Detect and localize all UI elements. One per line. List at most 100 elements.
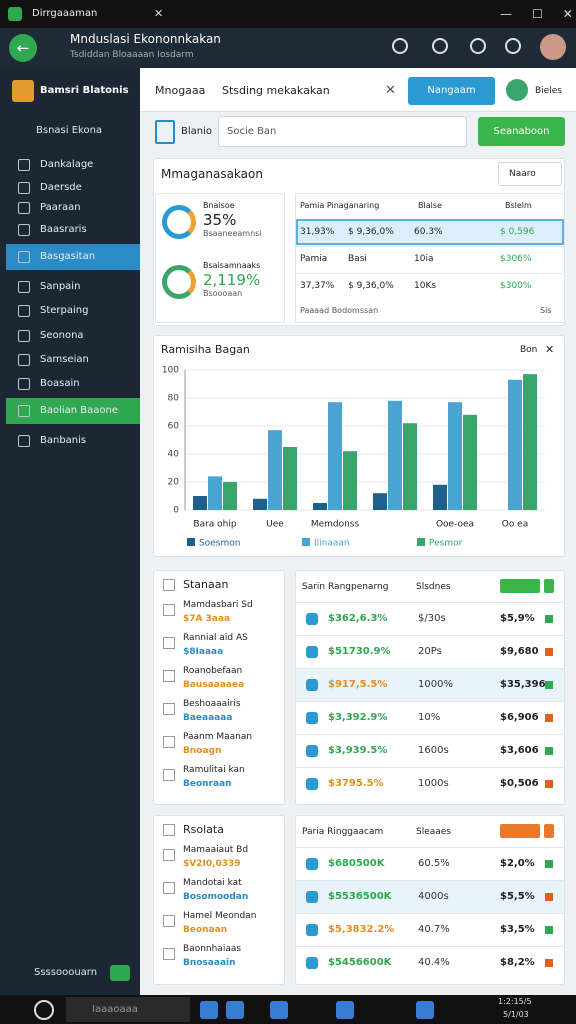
- legend-label: Pesmor: [429, 539, 463, 549]
- sidebar-item[interactable]: [6, 398, 140, 424]
- row-icon: [306, 890, 318, 903]
- search-button[interactable]: Seanaboon: [478, 117, 565, 146]
- sidebar-label: Banbanis: [40, 435, 87, 446]
- sidebar: [0, 68, 140, 995]
- table-row[interactable]: [296, 946, 564, 979]
- checkbox[interactable]: [163, 736, 175, 748]
- table-cell: Basi: [348, 254, 367, 264]
- taskbar-app[interactable]: [200, 1001, 218, 1019]
- sidebar-icon: [18, 224, 30, 236]
- sidebar-icon: [18, 305, 30, 317]
- chart-close[interactable]: ✕: [545, 343, 555, 356]
- sidebar-label: Baolian Baaone: [40, 405, 119, 416]
- taskbar-app[interactable]: [416, 1001, 434, 1019]
- table-row[interactable]: [296, 701, 564, 734]
- y-tick-label: 40: [168, 450, 180, 460]
- list-value: $7A 3aaa: [183, 614, 231, 624]
- table-row[interactable]: [296, 273, 564, 299]
- bar: [253, 498, 267, 510]
- list-name: Baonnhaiaas: [183, 944, 242, 954]
- checkbox[interactable]: [163, 769, 175, 781]
- table-cell: $3795.5%: [328, 778, 384, 789]
- row-icon: [306, 612, 318, 625]
- checkbox[interactable]: [163, 882, 175, 894]
- list-name: Mamdasbari Sd: [183, 600, 253, 610]
- user-name: Bieles: [535, 86, 562, 96]
- list-value: Beonraan: [183, 779, 232, 789]
- header-badge: [544, 824, 554, 838]
- table-row[interactable]: [296, 913, 564, 946]
- sidebar-icon: [18, 182, 30, 194]
- legend-label: Soesmon: [199, 539, 240, 549]
- chart-action[interactable]: Bon: [520, 345, 538, 355]
- table-header: Sleaaes: [416, 827, 452, 837]
- taskbar-search[interactable]: Iaaaoaaa: [66, 997, 190, 1022]
- header-icon[interactable]: [432, 38, 448, 54]
- tab[interactable]: Mnogaaa: [155, 84, 206, 97]
- table-row[interactable]: [296, 734, 564, 767]
- chart-title: Ramisiha Bagan: [161, 343, 250, 356]
- table-cell: $35,396: [500, 679, 546, 690]
- table-row[interactable]: [296, 219, 564, 245]
- checkbox[interactable]: [163, 824, 175, 836]
- table-row[interactable]: [296, 847, 564, 880]
- bar: [268, 430, 282, 510]
- sidebar-item[interactable]: [6, 244, 140, 270]
- overview-table: [295, 193, 565, 323]
- checkbox[interactable]: [163, 948, 175, 960]
- checkbox[interactable]: [163, 637, 175, 649]
- table-cell: $0,506: [500, 778, 539, 789]
- table-header: Blalse: [418, 201, 442, 210]
- list-value: Bausaaaaea: [183, 680, 245, 690]
- primary-button[interactable]: Nangaam: [408, 77, 495, 105]
- table-cell: $5,5%: [500, 891, 535, 902]
- table-cell: 1600s: [418, 745, 449, 756]
- stat-value: 2,119%: [203, 271, 261, 289]
- y-tick-label: 100: [162, 366, 179, 376]
- table-cell: 40.7%: [418, 924, 450, 935]
- back-button[interactable]: ←: [9, 34, 37, 62]
- select[interactable]: Naaro: [498, 162, 562, 186]
- bar: [313, 503, 327, 510]
- stats-card: [155, 193, 285, 323]
- sidebar-label: Seonona: [40, 330, 84, 341]
- table-row[interactable]: [296, 635, 564, 668]
- checkbox[interactable]: [163, 703, 175, 715]
- sidebar-label: Basgasitan: [40, 251, 96, 262]
- row-icon: [306, 678, 318, 691]
- tab-close[interactable]: ✕: [385, 83, 396, 98]
- header-icon[interactable]: [392, 38, 408, 54]
- sidebar-icon: [18, 281, 30, 293]
- tab[interactable]: Stsding mekakakan: [222, 84, 330, 97]
- checkbox[interactable]: [163, 849, 175, 861]
- list-value: $8Iaaaa: [183, 647, 224, 657]
- table-row[interactable]: [296, 246, 564, 272]
- taskbar-app[interactable]: [270, 1001, 288, 1019]
- checkbox[interactable]: [163, 915, 175, 927]
- table-row[interactable]: [296, 880, 564, 913]
- taskbar-app[interactable]: [336, 1001, 354, 1019]
- table-cell: $2,0%: [500, 858, 535, 869]
- table-cell: $/30s: [418, 613, 446, 624]
- bar: [388, 400, 402, 510]
- checkbox[interactable]: [163, 670, 175, 682]
- avatar[interactable]: [540, 34, 566, 60]
- filter-icon[interactable]: [155, 120, 175, 144]
- checkbox[interactable]: [163, 604, 175, 616]
- start[interactable]: [34, 1000, 54, 1020]
- header-icon[interactable]: [505, 38, 521, 54]
- table-row[interactable]: [296, 767, 564, 800]
- table-row[interactable]: [296, 602, 564, 635]
- legend-label: Ilinaaan: [314, 539, 350, 549]
- checkbox[interactable]: [163, 579, 175, 591]
- x-tick-label: Memdonss: [311, 520, 360, 530]
- table-row[interactable]: [296, 668, 564, 701]
- row-icon: [306, 956, 318, 969]
- search-box[interactable]: Socie Ban: [218, 116, 467, 147]
- taskbar-app[interactable]: [226, 1001, 244, 1019]
- y-tick-label: 20: [168, 478, 180, 488]
- chart-card: [153, 335, 565, 557]
- status-dot: [545, 614, 553, 623]
- header-icon[interactable]: [470, 38, 486, 54]
- bar: [373, 493, 387, 510]
